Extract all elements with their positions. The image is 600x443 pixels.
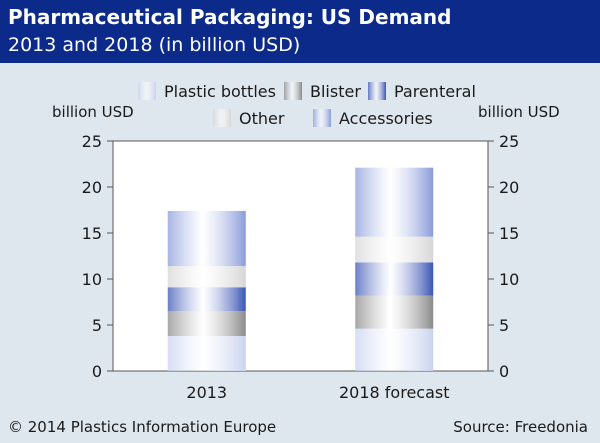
y-tick-label-left-25: 25: [82, 132, 102, 151]
bars: [167, 167, 434, 371]
copyright-text: © 2014 Plastics Information Europe: [8, 418, 277, 436]
y-tick-label-left-20: 20: [82, 178, 102, 197]
bar-plastic-bottles-2018-forecast: [355, 328, 434, 371]
chart-title: Pharmaceutical Packaging: US Demand: [8, 5, 452, 29]
chart-subtitle: 2013 and 2018 (in billion USD): [8, 34, 301, 56]
x-tick-label-2013: 2013: [186, 383, 227, 402]
legend-label-other: Other: [239, 109, 285, 128]
x-tick-label-2018-forecast: 2018 forecast: [339, 383, 450, 402]
legend-swatch-parenteral: [368, 82, 386, 100]
y-axis-label-left: billion USD: [52, 103, 134, 121]
legend-swatch-blister: [284, 82, 302, 100]
legend-swatch-accessories: [313, 109, 331, 127]
legend-swatch-plastic-bottles: [138, 82, 156, 100]
y-tick-label-left-5: 5: [92, 316, 102, 335]
y-tick-label-right-15: 15: [499, 224, 519, 243]
bar-parenteral-2018-forecast: [355, 262, 434, 296]
y-tick-label-left-15: 15: [82, 224, 102, 243]
y-tick-label-left-10: 10: [82, 270, 102, 289]
x-axis-labels: 2013 2018 forecast: [186, 383, 449, 402]
y-tick-label-right-0: 0: [499, 362, 509, 381]
header-bar: Pharmaceutical Packaging: US Demand 2013…: [0, 0, 600, 63]
bar-accessories-2013: [167, 210, 246, 267]
bar-blister-2018-forecast: [355, 295, 434, 329]
legend-label-plastic-bottles: Plastic bottles: [164, 82, 276, 101]
bar-parenteral-2013: [167, 287, 246, 312]
bar-blister-2013: [167, 311, 246, 337]
y-tick-label-right-5: 5: [499, 316, 509, 335]
bar-plastic-bottles-2013: [167, 336, 246, 371]
legend-label-blister: Blister: [310, 82, 361, 101]
source-text: Source: Freedonia: [453, 418, 588, 436]
axis-ticks: 0 0 5 5 10 10 15 15 20 20 25 25: [82, 132, 520, 381]
y-axis-label-right: billion USD: [478, 103, 560, 121]
bar-other-2013: [167, 266, 246, 288]
y-tick-label-right-20: 20: [499, 178, 519, 197]
bar-other-2018-forecast: [355, 236, 434, 263]
y-tick-label-right-10: 10: [499, 270, 519, 289]
legend-label-accessories: Accessories: [339, 109, 433, 128]
legend-label-parenteral: Parenteral: [394, 82, 476, 101]
bar-accessories-2018-forecast: [355, 167, 434, 237]
y-tick-label-left-0: 0: [92, 362, 102, 381]
legend-swatch-other: [213, 109, 231, 127]
legend: Plastic bottles Blister Parenteral Other Acc…: [138, 82, 476, 128]
y-tick-label-right-25: 25: [499, 132, 519, 151]
